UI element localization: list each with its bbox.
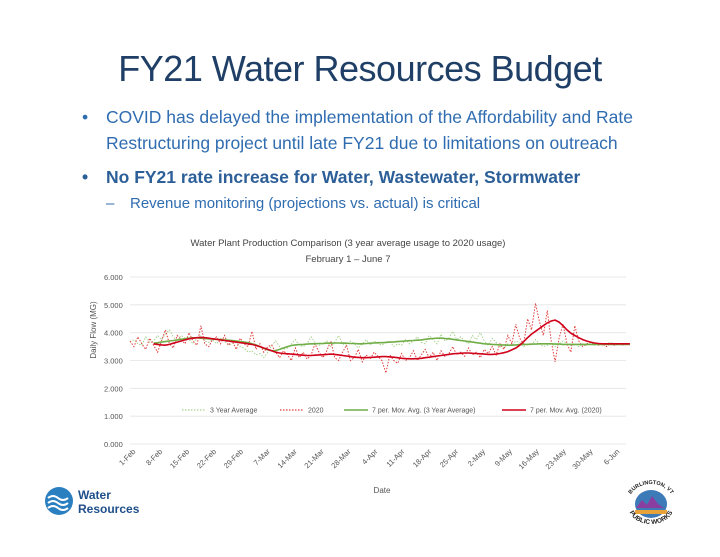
logo-text-resources: Resources: [78, 502, 140, 516]
x-tick-label: 29-Feb: [222, 447, 245, 470]
bullet-dot-icon: •: [82, 167, 89, 187]
y-axis-label: Daily Flow (MG): [89, 301, 98, 359]
chart-title: Water Plant Production Comparison (3 yea…: [191, 238, 506, 249]
x-tick-label: 11-Apr: [384, 447, 406, 469]
x-tick-label: 18-Apr: [411, 447, 434, 470]
x-tick-label: 6-Jun: [602, 447, 622, 467]
x-tick-label: 4-Apr: [360, 447, 380, 467]
x-tick-label: 25-Apr: [438, 447, 461, 470]
y-tick-label: 3.000: [104, 357, 123, 366]
bullet-list: • COVID has delayed the implementation o…: [82, 104, 672, 214]
slide-title: FY21 Water Resources Budget: [118, 48, 602, 89]
x-tick-label: 14-Mar: [276, 447, 300, 471]
water-production-chart: Water Plant Production Comparison (3 yea…: [89, 238, 630, 495]
bullet-covid: • COVID has delayed the implementation o…: [82, 104, 672, 156]
x-axis-label: Date: [374, 486, 391, 495]
x-tick-label: 2-May: [466, 447, 487, 468]
y-tick-label: 1.000: [104, 412, 123, 421]
x-tick-label: 22-Feb: [195, 447, 218, 470]
x-tick-label: 23-May: [544, 447, 568, 471]
x-tick-label: 7-Mar: [252, 447, 273, 468]
y-axis-ticks: 0.000 1.000 2.000 3.000 4.000 5.000 6.000: [104, 273, 123, 449]
dash-icon: –: [106, 195, 115, 212]
chart-subtitle: February 1 – June 7: [305, 254, 390, 265]
series-line-2: [153, 336, 630, 352]
series-line-0: [129, 329, 630, 359]
series-line-3: [153, 319, 630, 360]
bullet-rate: • No FY21 rate increase for Water, Waste…: [82, 164, 672, 190]
legend-label: 7 per. Mov. Avg. (3 Year Average): [372, 408, 476, 415]
y-tick-label: 5.000: [104, 301, 123, 310]
water-resources-logo: Water Resources: [45, 487, 140, 516]
x-tick-label: 1-Feb: [117, 447, 137, 467]
legend-label: 2020: [308, 408, 324, 415]
sub-bullet-text: Revenue monitoring (projections vs. actu…: [130, 195, 481, 212]
y-tick-label: 4.000: [104, 329, 123, 338]
chart-legend: 3 Year Average 2020 7 per. Mov. Avg. (3 Ye…: [182, 408, 602, 415]
sub-bullet-revenue: – Revenue monitoring (projections vs. ac…: [82, 194, 672, 214]
y-tick-label: 2.000: [104, 384, 123, 393]
x-tick-label: 8-Feb: [144, 447, 164, 467]
bullet-rate-text: No FY21 rate increase for Water, Wastewa…: [106, 167, 581, 187]
bullet-dot-icon: •: [82, 107, 89, 127]
x-tick-label: 28-Mar: [329, 447, 353, 471]
x-tick-label: 9-May: [493, 447, 514, 468]
x-tick-label: 30-May: [570, 447, 594, 471]
y-tick-label: 6.000: [104, 273, 123, 282]
legend-label: 7 per. Mov. Avg. (2020): [530, 408, 602, 415]
x-tick-label: 21-Mar: [302, 447, 326, 471]
logo-text-water: Water: [78, 488, 111, 502]
legend-label: 3 Year Average: [210, 408, 257, 415]
public-works-seal: BURLINGTON, VT PUBLIC WORKS: [628, 480, 675, 526]
y-tick-label: 0.000: [104, 440, 123, 449]
x-tick-label: 15-Feb: [168, 447, 191, 470]
bullet-covid-text: COVID has delayed the implementation of …: [106, 107, 633, 153]
chart-series: [129, 303, 630, 375]
water-drop-icon: [45, 487, 73, 515]
chart-grid: [130, 276, 626, 445]
x-tick-label: 16-May: [517, 447, 541, 471]
x-axis-ticks: 1-Feb 8-Feb 15-Feb 22-Feb 29-Feb 7-Mar 14-Mar 2…: [117, 447, 621, 471]
